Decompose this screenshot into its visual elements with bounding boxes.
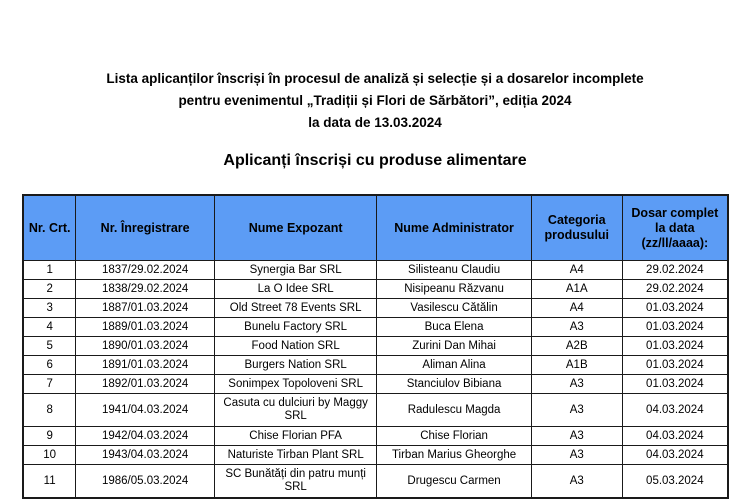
cell-categoria-produsului: A3 [530,393,623,427]
applicants-table: Nr. Crt. Nr. Înregistrare Nume Expozant Num… [22,194,729,499]
cell-nr-crt: 7 [22,374,77,394]
cell-nr-inregistrare: 1887/01.03.2024 [75,298,215,318]
table-row: 10 1943/04.03.2024 Naturiste Tirban Plant … [22,445,729,465]
table-row: 3 1887/01.03.2024 Old Street 78 Events SRL… [22,298,729,318]
column-header-categoria-produsului: Categoria produsului [530,194,623,261]
cell-nume-administrator: Aliman Alina [376,355,532,375]
cell-nr-crt: 9 [22,426,77,446]
cell-nr-inregistrare: 1837/29.02.2024 [75,260,215,280]
cell-nr-inregistrare: 1889/01.03.2024 [75,317,215,337]
cell-categoria-produsului: A4 [530,298,623,318]
table-row: 1 1837/29.02.2024 Synergia Bar SRL Silistea… [22,260,729,280]
document-heading: Lista aplicanților înscriși în procesul … [0,68,750,134]
cell-categoria-produsului: A1A [530,279,623,299]
table-row: 5 1890/01.03.2024 Food Nation SRL Zurini Da… [22,336,729,356]
section-subtitle: Aplicanți înscriși cu produse alimentare [223,152,527,169]
cell-dosar-complet-data: 04.03.2024 [621,393,729,427]
table-row: 11 1986/05.03.2024 SC Bunătăți din patru m… [22,464,729,499]
table-row: 8 1941/04.03.2024 Casuta cu dulciuri by Ma… [22,393,729,427]
cell-nr-inregistrare: 1986/05.03.2024 [75,464,215,499]
cell-nr-crt: 6 [22,355,77,375]
cell-categoria-produsului: A3 [530,445,623,465]
cell-categoria-produsului: A3 [530,317,623,337]
cell-dosar-complet-data: 01.03.2024 [621,298,729,318]
cell-categoria-produsului: A4 [530,260,623,280]
table-header-row: Nr. Crt. Nr. Înregistrare Nume Expozant Num… [22,194,729,261]
column-header-dosar-complet-data: Dosar complet la data (zz/ll/aaaa): [621,194,729,261]
cell-nume-administrator: Silisteanu Claudiu [376,260,532,280]
cell-dosar-complet-data: 01.03.2024 [621,336,729,356]
cell-dosar-complet-data: 29.02.2024 [621,260,729,280]
cell-categoria-produsului: A3 [530,426,623,446]
cell-nr-crt: 11 [22,464,77,499]
cell-nume-expozant: Bunelu Factory SRL [213,317,378,337]
cell-nume-expozant: Food Nation SRL [213,336,378,356]
table-row: 7 1892/01.03.2024 Sonimpex Topoloveni SRL S… [22,374,729,394]
cell-categoria-produsului: A2B [530,336,623,356]
table-row: 9 1942/04.03.2024 Chise Florian PFA Chise F… [22,426,729,446]
cell-nume-administrator: Drugescu Carmen [376,464,532,499]
cell-nume-expozant: Chise Florian PFA [213,426,378,446]
cell-nr-crt: 10 [22,445,77,465]
cell-nr-inregistrare: 1838/29.02.2024 [75,279,215,299]
cell-nume-administrator: Tirban Marius Gheorghe [376,445,532,465]
cell-categoria-produsului: A3 [530,464,623,499]
cell-categoria-produsului: A1B [530,355,623,375]
cell-dosar-complet-data: 04.03.2024 [621,426,729,446]
cell-nume-expozant: Burgers Nation SRL [213,355,378,375]
cell-nr-inregistrare: 1891/01.03.2024 [75,355,215,375]
cell-nume-expozant: Naturiste Tirban Plant SRL [213,445,378,465]
heading-line-2: pentru evenimentul „Tradiții și Flori de… [178,93,572,108]
cell-nr-crt: 4 [22,317,77,337]
table-row: 2 1838/29.02.2024 La O Idee SRL Nisipeanu R… [22,279,729,299]
cell-dosar-complet-data: 01.03.2024 [621,355,729,375]
cell-nume-administrator: Chise Florian [376,426,532,446]
cell-nume-administrator: Nisipeanu Răzvanu [376,279,532,299]
cell-nr-crt: 3 [22,298,77,318]
column-header-nume-administrator: Nume Administrator [376,194,532,261]
cell-nr-inregistrare: 1890/01.03.2024 [75,336,215,356]
cell-dosar-complet-data: 04.03.2024 [621,445,729,465]
heading-line-3: la data de 13.03.2024 [308,115,442,130]
cell-nume-expozant: Casuta cu dulciuri by Maggy SRL [213,393,378,427]
cell-nume-administrator: Buca Elena [376,317,532,337]
cell-nr-crt: 5 [22,336,77,356]
cell-nr-inregistrare: 1942/04.03.2024 [75,426,215,446]
cell-nr-crt: 1 [22,260,77,280]
cell-nume-expozant: Old Street 78 Events SRL [213,298,378,318]
cell-categoria-produsului: A3 [530,374,623,394]
cell-dosar-complet-data: 01.03.2024 [621,317,729,337]
heading-line-1: Lista aplicanților înscriși în procesul … [106,71,644,86]
cell-nume-administrator: Vasilescu Cătălin [376,298,532,318]
column-header-nr-crt: Nr. Crt. [22,194,77,261]
cell-nume-expozant: Synergia Bar SRL [213,260,378,280]
column-header-nume-expozant: Nume Expozant [213,194,378,261]
cell-nume-administrator: Radulescu Magda [376,393,532,427]
cell-nume-administrator: Zurini Dan Mihai [376,336,532,356]
cell-dosar-complet-data: 01.03.2024 [621,374,729,394]
cell-dosar-complet-data: 29.02.2024 [621,279,729,299]
table-row: 4 1889/01.03.2024 Bunelu Factory SRL Buca E… [22,317,729,337]
cell-nume-expozant: La O Idee SRL [213,279,378,299]
cell-nr-inregistrare: 1941/04.03.2024 [75,393,215,427]
cell-dosar-complet-data: 05.03.2024 [621,464,729,499]
cell-nume-expozant: SC Bunătăți din patru munți SRL [213,464,378,499]
cell-nr-crt: 8 [22,393,77,427]
cell-nume-expozant: Sonimpex Topoloveni SRL [213,374,378,394]
cell-nr-inregistrare: 1892/01.03.2024 [75,374,215,394]
table-row: 6 1891/01.03.2024 Burgers Nation SRL Aliman… [22,355,729,375]
cell-nr-crt: 2 [22,279,77,299]
cell-nr-inregistrare: 1943/04.03.2024 [75,445,215,465]
cell-nume-administrator: Stanciulov Bibiana [376,374,532,394]
column-header-nr-inregistrare: Nr. Înregistrare [75,194,215,261]
